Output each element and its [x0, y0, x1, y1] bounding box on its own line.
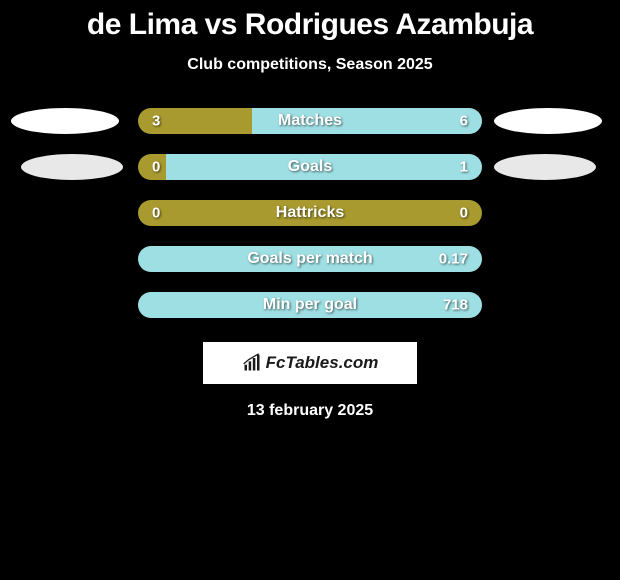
bar-value-right: 0 — [460, 205, 468, 222]
player-right-placeholder-2 — [494, 154, 596, 180]
footer-date: 13 february 2025 — [247, 402, 373, 420]
bar-value-left: 0 — [152, 205, 160, 222]
bar-value-right: 1 — [460, 159, 468, 176]
page-subtitle: Club competitions, Season 2025 — [0, 56, 620, 74]
player-left-placeholder-1 — [11, 108, 119, 134]
logo-text: FcTables.com — [266, 353, 379, 373]
stat-bar: Goals 0 1 — [138, 154, 482, 180]
left-column — [11, 108, 126, 180]
stat-bar: Hattricks 0 0 — [138, 200, 482, 226]
bar-label: Goals per match — [247, 250, 372, 268]
stat-bars: Matches 3 6 Goals 0 1 Hattricks 0 0 Goals per mat… — [138, 108, 482, 318]
bar-value-right: 0.17 — [439, 251, 468, 268]
stat-bar: Min per goal 718 — [138, 292, 482, 318]
player-right-placeholder-1 — [494, 108, 602, 134]
chart-icon — [242, 353, 262, 373]
main-container: de Lima vs Rodrigues Azambuja Club compe… — [0, 0, 620, 420]
bar-label: Min per goal — [263, 296, 357, 314]
right-column — [494, 108, 609, 180]
bar-value-left: 3 — [152, 113, 160, 130]
logo-box: FcTables.com — [203, 342, 417, 384]
bar-label: Hattricks — [276, 204, 344, 222]
player-left-placeholder-2 — [21, 154, 123, 180]
bar-value-left: 0 — [152, 159, 160, 176]
footer: FcTables.com 13 february 2025 — [0, 342, 620, 420]
stat-bar: Matches 3 6 — [138, 108, 482, 134]
bar-value-right: 6 — [460, 113, 468, 130]
bar-label: Goals — [288, 158, 332, 176]
stats-wrapper: Matches 3 6 Goals 0 1 Hattricks 0 0 Goals per mat… — [0, 108, 620, 318]
page-title: de Lima vs Rodrigues Azambuja — [0, 8, 620, 42]
stat-bar: Goals per match 0.17 — [138, 246, 482, 272]
bar-value-right: 718 — [443, 297, 468, 314]
bar-label: Matches — [278, 112, 342, 130]
